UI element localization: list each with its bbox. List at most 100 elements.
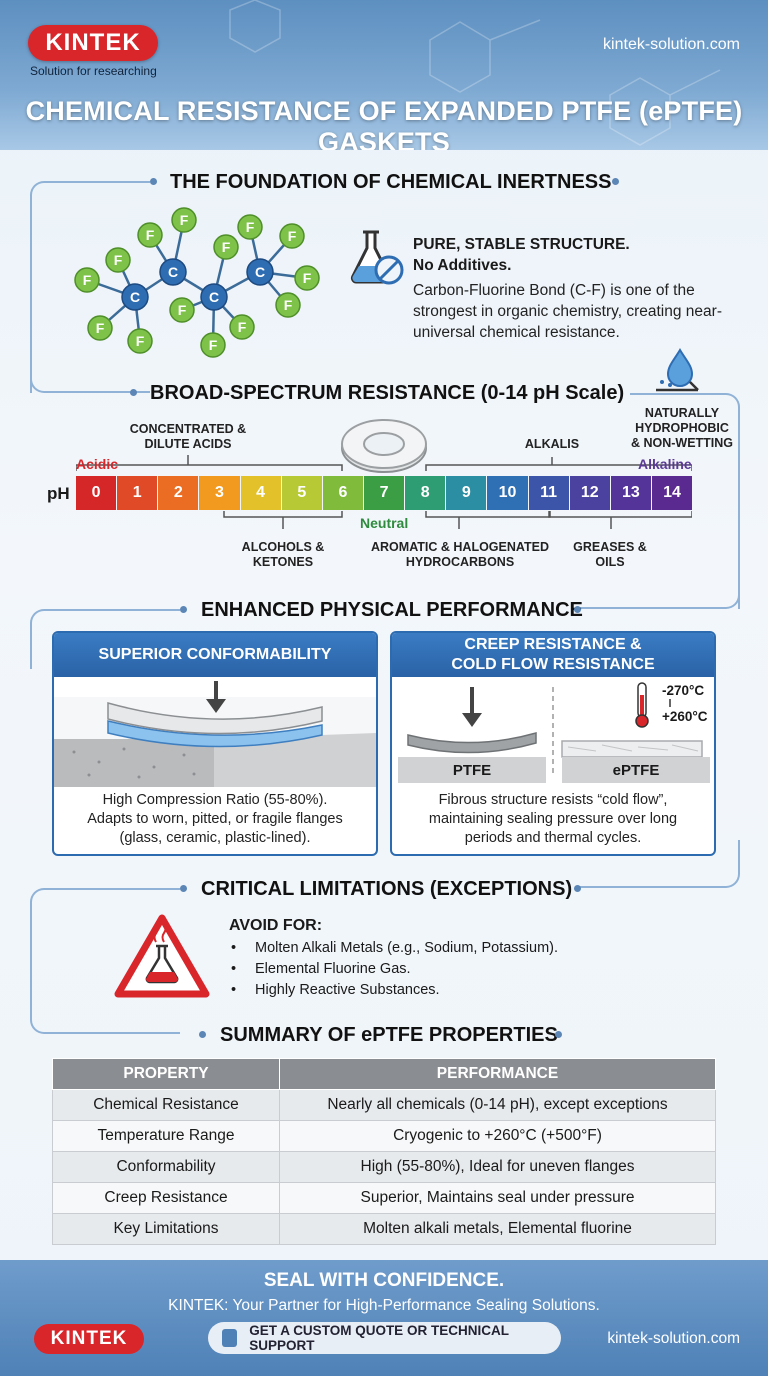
ph-range-brackets [76,455,692,529]
table-header: PERFORMANCE [279,1058,716,1090]
table-row: Creep Resistance Superior, Maintains seal… [52,1182,716,1214]
svg-text:F: F [246,219,255,235]
table-cell: Creep Resistance [52,1182,280,1214]
brand-logo[interactable]: KINTEK [28,25,158,61]
svg-text:C: C [209,289,219,305]
alkaline-label: Alkaline [638,456,692,472]
gasket-ring-icon [341,419,427,473]
section-dot [199,1031,206,1038]
molecule-background-icon [229,0,721,146]
table-cell: Conformability [52,1151,280,1183]
table-row: Conformability High (55-80%), Ideal for u… [52,1151,716,1183]
section-title-spectrum: BROAD-SPECTRUM RESISTANCE (0-14 pH Scale… [150,382,625,404]
svg-text:F: F [114,252,123,268]
creep-title-line2: COLD FLOW RESISTANCE [451,656,655,673]
svg-text:F: F [209,337,218,353]
table-cell: Chemical Resistance [52,1089,280,1121]
table-row: Chemical Resistance Nearly all chemicals … [52,1089,716,1121]
footer: SEAL WITH CONFIDENCE. KINTEK: Your Partn… [0,1260,768,1376]
structure-heading-line2: No Additives. [413,257,512,274]
section-title-limitations: CRITICAL LIMITATIONS (EXCEPTIONS) [201,878,573,900]
list-item: Elemental Fluorine Gas. [229,959,558,980]
svg-text:F: F [303,270,312,286]
ptfe-label: PTFE [398,757,546,783]
avoid-heading: AVOID FOR: [229,917,323,934]
section-dot [180,885,187,892]
footer-site-link[interactable]: kintek-solution.com [607,1330,740,1347]
section-frame-1 [30,181,150,393]
ph-cell: 4 [240,476,281,510]
conformability-card: SUPERIOR CONFORMABILITY High Compression… [52,631,378,856]
table-cell: Cryogenic to +260°C (+500°F) [279,1120,716,1152]
ph-cell: 9 [446,476,487,510]
ph-scale-bar: 0 1 2 3 4 5 6 7 8 9 10 11 12 13 14 [76,476,693,510]
ph-cell: 14 [651,476,693,510]
ph-cell: 7 [363,476,405,510]
section-frame-2b [575,560,740,609]
quote-button[interactable]: GET A CUSTOM QUOTE OR TECHNICAL SUPPORT [208,1322,561,1354]
svg-text:F: F [284,297,293,313]
table-cell: Superior, Maintains seal under pressure [279,1182,716,1214]
table-header: PROPERTY [52,1058,280,1090]
section-frame-3 [30,609,180,669]
section-dot [574,885,581,892]
document-icon [222,1329,238,1347]
summary-table: PROPERTY PERFORMANCE Chemical Resistance… [52,1058,716,1245]
ph-cell: 13 [610,476,651,510]
svg-text:C: C [168,264,178,280]
svg-text:C: C [130,289,140,305]
water-drop-icon [656,348,699,392]
section-frame-2 [630,393,740,609]
ph-cell: 12 [569,476,610,510]
ph-axis-label: pH [47,484,70,503]
neutral-label: Neutral [360,515,409,531]
section-dot [130,389,137,396]
temp-low: -270°C [662,683,705,698]
svg-text:F: F [146,227,155,243]
site-link[interactable]: kintek-solution.com [603,36,740,53]
svg-text:F: F [180,212,189,228]
svg-text:F: F [136,333,145,349]
ph-cell: 5 [281,476,322,510]
footer-logo[interactable]: KINTEK [34,1324,144,1354]
svg-text:F: F [288,228,297,244]
alkalis-label: ALKALIS [524,437,580,451]
section-dot [150,178,157,185]
section-title-physical: ENHANCED PHYSICAL PERFORMANCE [201,599,583,621]
conformability-title: SUPERIOR CONFORMABILITY [54,633,376,677]
table-cell: Molten alkali metals, Elemental fluorine [279,1213,716,1245]
section-dot [574,606,581,613]
creep-comparison-diagram [407,682,703,777]
svg-text:F: F [83,272,92,288]
table-cell: Nearly all chemicals (0-14 pH), except e… [279,1089,716,1121]
section-title-summary: SUMMARY OF ePTFE PROPERTIES [220,1024,558,1046]
section-title-foundation: THE FOUNDATION OF CHEMICAL INERTNESS [170,171,612,193]
flange-compression-diagram [54,681,376,787]
section-dot [180,606,187,613]
table-cell: High (55-80%), Ideal for uneven flanges [279,1151,716,1183]
structure-heading-line1: PURE, STABLE STRUCTURE. [413,236,630,253]
table-header-row: PROPERTY PERFORMANCE [52,1058,716,1090]
acidic-label: Acidic [76,456,119,472]
creep-title: CREEP RESISTANCE & COLD FLOW RESISTANCE [392,633,714,677]
ph-cell: 3 [199,476,240,510]
ph-cell: 0 [76,476,117,510]
svg-text:C: C [255,264,265,280]
page-title: CHEMICAL RESISTANCE OF EXPANDED PTFE (eP… [25,96,743,150]
no-additives-flask-icon [350,230,404,285]
structure-description: Carbon-Fluorine Bond (C-F) is one of the… [413,282,722,341]
ph-cell: 1 [117,476,158,510]
ph-cell: 2 [158,476,199,510]
list-item: Highly Reactive Substances. [229,980,558,1001]
footer-title: SEAL WITH CONFIDENCE. [263,1270,505,1291]
table-cell: Key Limitations [52,1213,280,1245]
ph-cell: 8 [405,476,446,510]
greases-label: GREASES & OILS [573,540,647,569]
svg-text:F: F [222,239,231,255]
svg-text:F: F [178,302,187,318]
quote-button-label: GET A CUSTOM QUOTE OR TECHNICAL SUPPORT [249,1323,509,1353]
structure-heading: PURE, STABLE STRUCTURE. No Additives. [413,234,713,276]
hydrophobic-label: NATURALLY HYDROPHOBIC & NON-WETTING [630,406,734,450]
svg-text:F: F [238,319,247,335]
